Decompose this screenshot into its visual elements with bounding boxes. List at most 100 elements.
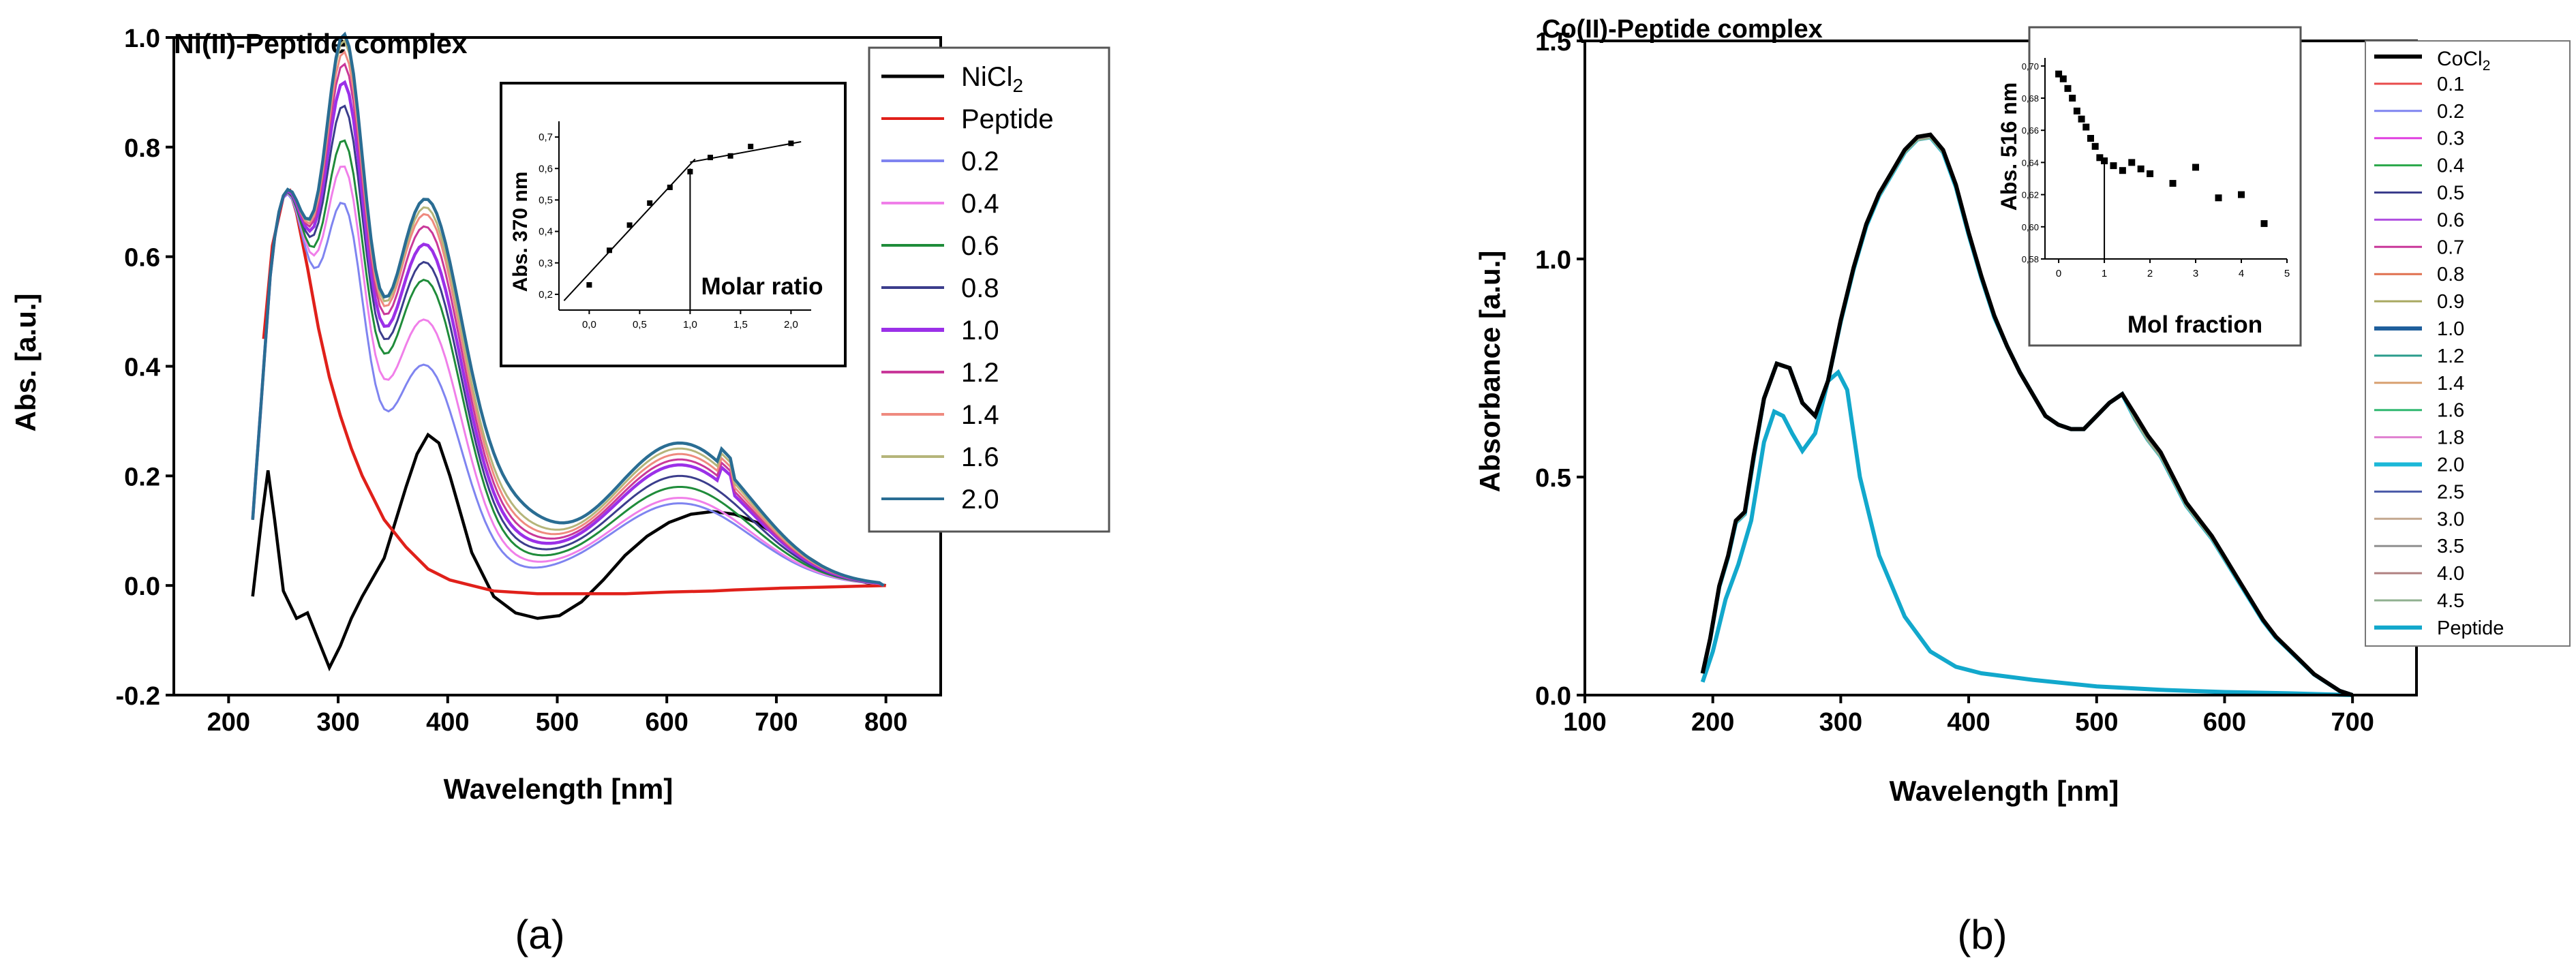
panel-a-inset-point [627, 222, 633, 228]
panel-b-inset-point [2128, 159, 2135, 166]
panel-b-x-tick-label: 400 [1947, 708, 1990, 737]
legend-label-b-0-4: 0.4 [2437, 155, 2464, 177]
panel-b-inset-y-tick-label: 0,66 [2022, 125, 2039, 136]
panel-b-inset-y-tick-label: 0,68 [2022, 93, 2039, 104]
panel-a-inset-point [667, 185, 673, 190]
panel-a-inset-point [728, 153, 733, 159]
panel-a-y-tick-label: 0.0 [124, 572, 160, 601]
legend-label-b-3-0: 3.0 [2437, 508, 2464, 530]
legend-label-b-peptide: Peptide [2437, 617, 2504, 639]
panel-b-inset-x-tick-label: 2 [2147, 268, 2153, 279]
panel-b-inset-x-tick-label: 4 [2239, 268, 2244, 279]
panel-a-y-tick-label: 0.4 [124, 354, 160, 382]
legend-label-b-3-5: 3.5 [2437, 536, 2464, 557]
panel-b-inset-point [2060, 76, 2067, 82]
panel-b-y-axis-label: Absorbance [a.u.] [1474, 251, 1506, 493]
panel-b-inset-point [2192, 164, 2199, 170]
panel-b-inset-point [2087, 135, 2094, 142]
panel-b-inset-point [2110, 162, 2117, 169]
panel-b-inset-point [2119, 167, 2126, 174]
panel-b-inset-point [2147, 170, 2153, 177]
panel-b-inset-x-tick-label: 3 [2193, 268, 2198, 279]
panel-b-chart: Co(II)-Peptide complex 100 200 300 400 500 60… [1474, 15, 2570, 957]
panel-b-x-axis-label: Wavelength [nm] [1890, 775, 2119, 807]
legend-label-peptide: Peptide [961, 104, 1054, 134]
panel-a-y-tick-label: 1.0 [124, 25, 160, 53]
legend-label-b-1-6: 1.6 [2437, 400, 2464, 422]
panel-a-inset-y-tick-label: 0,3 [539, 258, 553, 269]
legend-label-0-2: 0.2 [961, 147, 999, 176]
panel-b-inset-point [2074, 108, 2080, 114]
panel-a-inset-point [607, 247, 612, 253]
panel-b-inset-y-tick-label: 0,60 [2022, 222, 2039, 232]
panel-a-legend: Peptide0.20.40.60.81.01.21.41.62.0 NiCl2 [869, 48, 1109, 532]
panel-a-y-tick-label: 0.2 [124, 463, 160, 491]
panel-b-inset-point [2064, 85, 2071, 92]
panel-b-x-tick-label: 700 [2331, 708, 2374, 737]
legend-label-cocl2: CoCl2 [2437, 48, 2490, 74]
panel-a-inset-y-tick-label: 0,7 [539, 132, 553, 143]
legend-label-b-2-0: 2.0 [2437, 455, 2464, 476]
panel-b-inset-x-tick-label: 0 [2056, 268, 2061, 279]
legend-label-b-4-0: 4.0 [2437, 563, 2464, 585]
legend-label-0-8: 0.8 [961, 273, 999, 303]
legend-label-b-2-5: 2.5 [2437, 481, 2464, 503]
panel-b-x-tick-label: 300 [1819, 708, 1862, 737]
panel-b-x-tick-label: 200 [1691, 708, 1734, 737]
panel-b-inset-point [2092, 143, 2099, 150]
panel-b-inset-x-label: Mol fraction [2127, 311, 2262, 338]
panel-a-inset-point [788, 140, 793, 146]
panel-b-inset-point [2170, 180, 2177, 187]
panel-b-legend: 0.10.20.30.40.50.60.70.80.91.01.21.41.61… [2365, 41, 2570, 646]
panel-a-inset-x-tick-label: 1,5 [733, 319, 748, 331]
panel-b-y-tick-label: 0.5 [1535, 464, 1571, 493]
panel-b-x-tick-label: 500 [2075, 708, 2118, 737]
panel-a-x-tick-label: 200 [207, 708, 250, 737]
legend-label-1-4: 1.4 [961, 400, 999, 430]
legend-label-0-4: 0.4 [961, 189, 999, 219]
legend-label-b-1-8: 1.8 [2437, 427, 2464, 449]
legend-label-b-0-7: 0.7 [2437, 236, 2464, 258]
panel-b-inset-point [2101, 157, 2108, 164]
panel-b-inset-point [2082, 123, 2089, 130]
panel-a-inset-point [687, 169, 693, 174]
panel-a-y-tick-label: 0.8 [124, 134, 160, 163]
panel-b-inset-x-tick-label: 5 [2284, 268, 2290, 279]
panel-a-y-tick-label: -0.2 [116, 682, 160, 711]
legend-label-b-0-8: 0.8 [2437, 264, 2464, 286]
panel-b-inset-point [2261, 220, 2268, 227]
panel-b-label: (b) [1957, 912, 2007, 957]
panel-a-title: Ni(II)-Peptide complex [174, 28, 468, 59]
panel-a-x-tick-label: 700 [755, 708, 798, 737]
legend-label-b-1-0: 1.0 [2437, 318, 2464, 340]
panel-b-inset-point [2069, 95, 2076, 102]
panel-b-inset-y-tick-label: 0,58 [2022, 254, 2039, 264]
panel-b-inset: 0 1 2 3 4 5 0,58 0,60 0,62 0,64 0,66 0,68 0,70 Mol f… [1997, 27, 2301, 346]
panel-a-x-tick-label: 500 [536, 708, 579, 737]
panel-b-inset-y-tick-label: 0,70 [2022, 61, 2039, 72]
legend-label-b-1-2: 1.2 [2437, 346, 2464, 367]
panel-a-inset-x-tick-label: 2,0 [784, 319, 798, 331]
panel-b-inset-y-label: Abs. 516 nm [1997, 82, 2021, 211]
panel-a-x-tick-label: 800 [864, 708, 907, 737]
panel-b-inset-point [2138, 166, 2145, 172]
panel-a-inset-point [647, 200, 652, 206]
legend-label-b-1-4: 1.4 [2437, 373, 2464, 395]
figure-canvas: Ni(II)-Peptide complex 200 300 400 500 600 70… [0, 0, 2576, 967]
legend-label-b-0-5: 0.5 [2437, 183, 2464, 204]
panel-a-inset-point [748, 144, 753, 149]
panel-a-x-axis-label: Wavelength [nm] [444, 773, 673, 805]
panel-a-inset-y-tick-label: 0,6 [539, 163, 553, 174]
panel-b-title: Co(II)-Peptide complex [1542, 15, 1823, 44]
panel-b-series-peptide [1703, 372, 2353, 695]
panel-a-inset-y-tick-label: 0,5 [539, 194, 553, 206]
legend-label-b-4-5: 4.5 [2437, 590, 2464, 612]
legend-label-b-0-9: 0.9 [2437, 291, 2464, 313]
panel-a-chart: Ni(II)-Peptide complex 200 300 400 500 600 70… [10, 25, 1109, 957]
legend-label-1-2: 1.2 [961, 358, 999, 388]
panel-a-inset-point [586, 282, 592, 288]
panel-b-legend-frame [2365, 41, 2570, 646]
legend-label-b-0-3: 0.3 [2437, 128, 2464, 150]
panel-b-inset-frame [2029, 27, 2301, 346]
legend-label-2-0: 2.0 [961, 485, 999, 515]
